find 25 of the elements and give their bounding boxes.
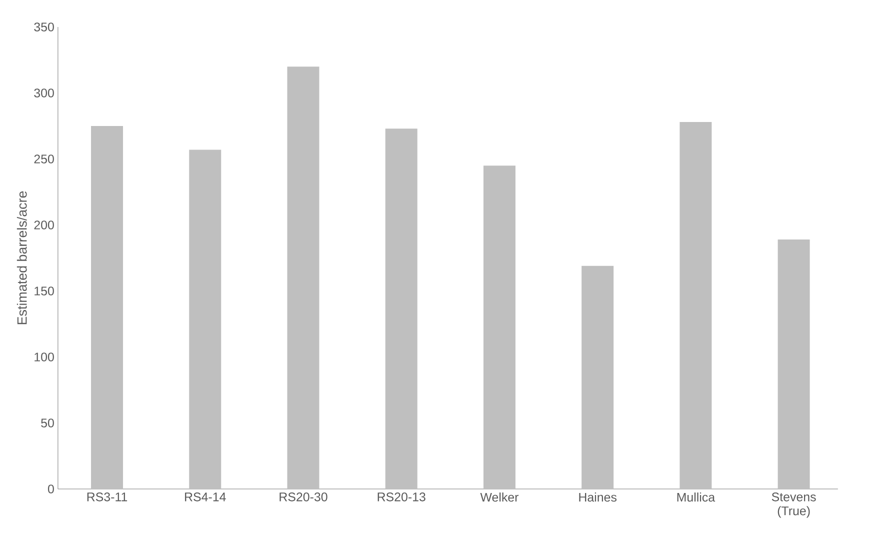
y-tick-label: 0	[48, 484, 54, 494]
bar	[680, 122, 712, 489]
y-tick-label: 250	[34, 154, 54, 164]
x-tick-label: Stevens (True)	[772, 492, 816, 518]
bar	[778, 240, 810, 489]
x-tick-label: RS3-11	[87, 492, 128, 502]
x-tick-label: RS20-30	[280, 492, 328, 502]
y-tick-label: 150	[34, 286, 54, 296]
bar	[189, 150, 222, 489]
y-tick-label: 300	[34, 88, 54, 98]
bar	[582, 266, 614, 489]
x-tick-label: RS20-13	[378, 492, 426, 502]
x-tick-label: Haines	[579, 492, 617, 502]
y-axis-title: Estimated barrels/acre	[16, 191, 27, 324]
bar	[287, 66, 320, 489]
bar	[91, 126, 124, 489]
bar	[385, 128, 418, 489]
y-tick-label: 200	[34, 220, 54, 230]
bar	[483, 166, 516, 489]
y-tick-label: 100	[34, 352, 54, 362]
x-tick-label: Mullica	[677, 492, 716, 502]
x-tick-label: RS4-14	[185, 492, 226, 502]
y-tick-label: 350	[34, 22, 54, 32]
x-tick-label: Welker	[480, 492, 519, 502]
y-tick-label: 50	[41, 418, 54, 428]
